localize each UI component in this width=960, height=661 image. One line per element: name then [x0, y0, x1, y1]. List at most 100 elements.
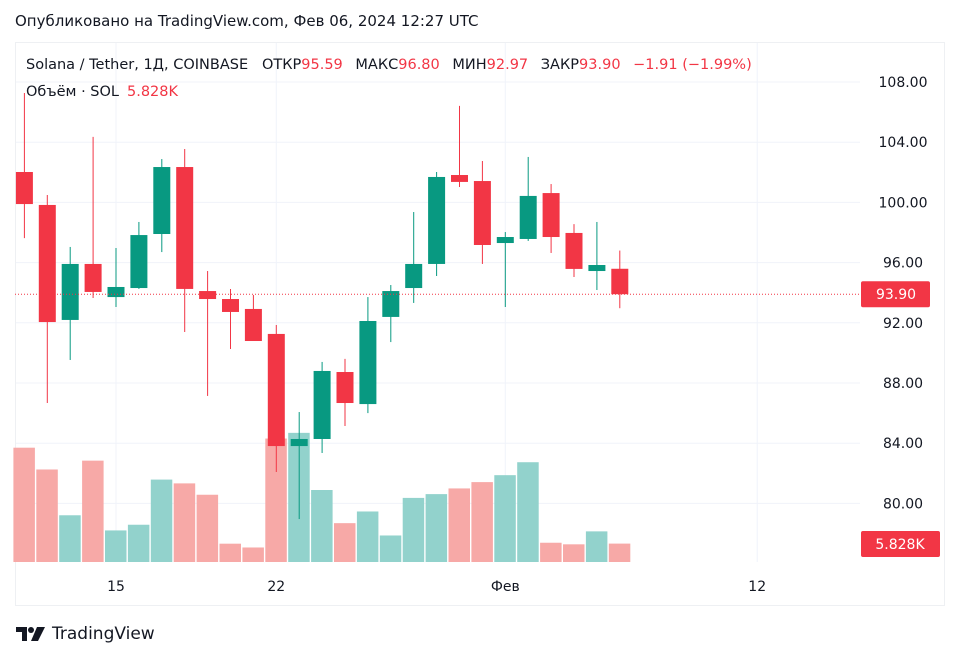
- volume-bar: [356, 511, 379, 562]
- candle[interactable]: [313, 361, 331, 453]
- candle[interactable]: [15, 92, 33, 239]
- candle-body: [359, 320, 377, 405]
- symbol-title[interactable]: Solana / Tether, 1Д, COINBASE: [26, 57, 249, 73]
- volume-bar: [471, 482, 493, 562]
- volume-title[interactable]: Объём · SOL: [26, 84, 119, 100]
- volume-bar: [36, 469, 58, 562]
- price-tick-label: 104.00: [879, 135, 928, 151]
- candle[interactable]: [176, 148, 194, 332]
- close-value: 93.90: [579, 57, 621, 73]
- volume-bar: [402, 497, 425, 562]
- price-tick-label: 96.00: [883, 256, 923, 272]
- grid: [16, 43, 860, 562]
- time-tick-label: 12: [748, 579, 766, 595]
- volume-value: 5.828K: [126, 84, 179, 100]
- time-tick-label: Фев: [491, 579, 520, 595]
- candle[interactable]: [382, 285, 400, 343]
- candle[interactable]: [290, 412, 308, 520]
- candle-body: [611, 268, 629, 295]
- candle[interactable]: [565, 224, 583, 278]
- candle[interactable]: [267, 325, 285, 472]
- candle-body: [542, 193, 560, 238]
- candle-body: [84, 263, 102, 292]
- candle-body: [267, 333, 285, 447]
- last-volume-tag: 5.828K: [861, 531, 940, 557]
- candle[interactable]: [519, 156, 537, 241]
- candle[interactable]: [588, 221, 606, 290]
- candle[interactable]: [336, 358, 354, 427]
- footer-brand[interactable]: TradingView: [16, 624, 155, 644]
- candle[interactable]: [451, 105, 468, 188]
- volume-bars: [13, 432, 631, 562]
- volume-bar: [585, 531, 608, 562]
- candle-body: [130, 235, 148, 289]
- last-price-tag: 93.90: [861, 281, 930, 308]
- published-caption: Опубликовано на TradingView.com, Фев 06,…: [15, 12, 479, 30]
- candle-body: [313, 370, 331, 439]
- candle-body: [61, 263, 79, 320]
- candle-body: [428, 176, 446, 264]
- change-value: −1.91 (−1.99%): [633, 57, 752, 73]
- candle-body: [222, 299, 239, 312]
- candle-body: [382, 291, 400, 317]
- candle[interactable]: [84, 136, 102, 298]
- price-tick-label: 108.00: [879, 75, 928, 91]
- candle[interactable]: [496, 232, 514, 307]
- tradingview-logo-icon: [16, 627, 45, 641]
- candle-body: [565, 232, 583, 269]
- candle[interactable]: [107, 248, 125, 307]
- candle[interactable]: [153, 159, 171, 253]
- volume-bar: [242, 547, 264, 562]
- candle[interactable]: [405, 212, 423, 303]
- candle[interactable]: [359, 297, 377, 414]
- candle[interactable]: [199, 271, 217, 396]
- volume-bar: [425, 494, 448, 562]
- candle-body: [519, 195, 537, 239]
- close-label: ЗАКР: [540, 57, 580, 73]
- volume-bar: [150, 479, 173, 562]
- open-label: ОТКР: [261, 57, 302, 73]
- volume-bar: [59, 515, 81, 562]
- candle[interactable]: [61, 246, 79, 360]
- candle[interactable]: [244, 294, 262, 342]
- volume-bar: [173, 483, 196, 562]
- volume-bar: [82, 460, 104, 562]
- open-value: 95.59: [301, 57, 343, 73]
- candle[interactable]: [611, 250, 629, 309]
- price-axis: 108.00 104.00 100.00 96.00 92.00 88.00 84.00 80…: [879, 75, 928, 512]
- volume-bar: [379, 535, 402, 562]
- volume-bar: [448, 488, 470, 562]
- candle-body: [15, 171, 33, 205]
- candle-body: [244, 308, 262, 342]
- low-label: МИН: [452, 57, 487, 73]
- candle-body: [405, 263, 423, 289]
- high-value: 96.80: [398, 57, 440, 73]
- candle[interactable]: [428, 171, 446, 276]
- candle[interactable]: [130, 221, 148, 289]
- time-tick-label: 15: [107, 579, 125, 595]
- candle[interactable]: [222, 288, 239, 349]
- candle[interactable]: [542, 184, 560, 253]
- volume-bar: [105, 530, 127, 562]
- candle-body: [588, 265, 606, 272]
- candle[interactable]: [38, 195, 56, 404]
- candle-body: [176, 167, 194, 289]
- price-tick-label: 100.00: [879, 195, 928, 211]
- candle-body: [473, 181, 491, 245]
- candle-body: [153, 167, 171, 235]
- volume-bar: [219, 543, 241, 562]
- price-tick-label: 84.00: [883, 436, 923, 452]
- candle[interactable]: [473, 161, 491, 264]
- time-tick-label: 22: [267, 579, 285, 595]
- volume-bar: [13, 447, 35, 562]
- volume-bar: [196, 494, 219, 562]
- candle-body: [336, 372, 354, 404]
- price-tick-label: 80.00: [883, 496, 923, 512]
- volume-bar: [517, 462, 539, 562]
- volume-bar: [311, 490, 333, 562]
- chart-frame: [15, 42, 945, 606]
- volume-bar: [334, 523, 356, 562]
- candle-body: [496, 237, 514, 244]
- volume-bar: [540, 542, 562, 562]
